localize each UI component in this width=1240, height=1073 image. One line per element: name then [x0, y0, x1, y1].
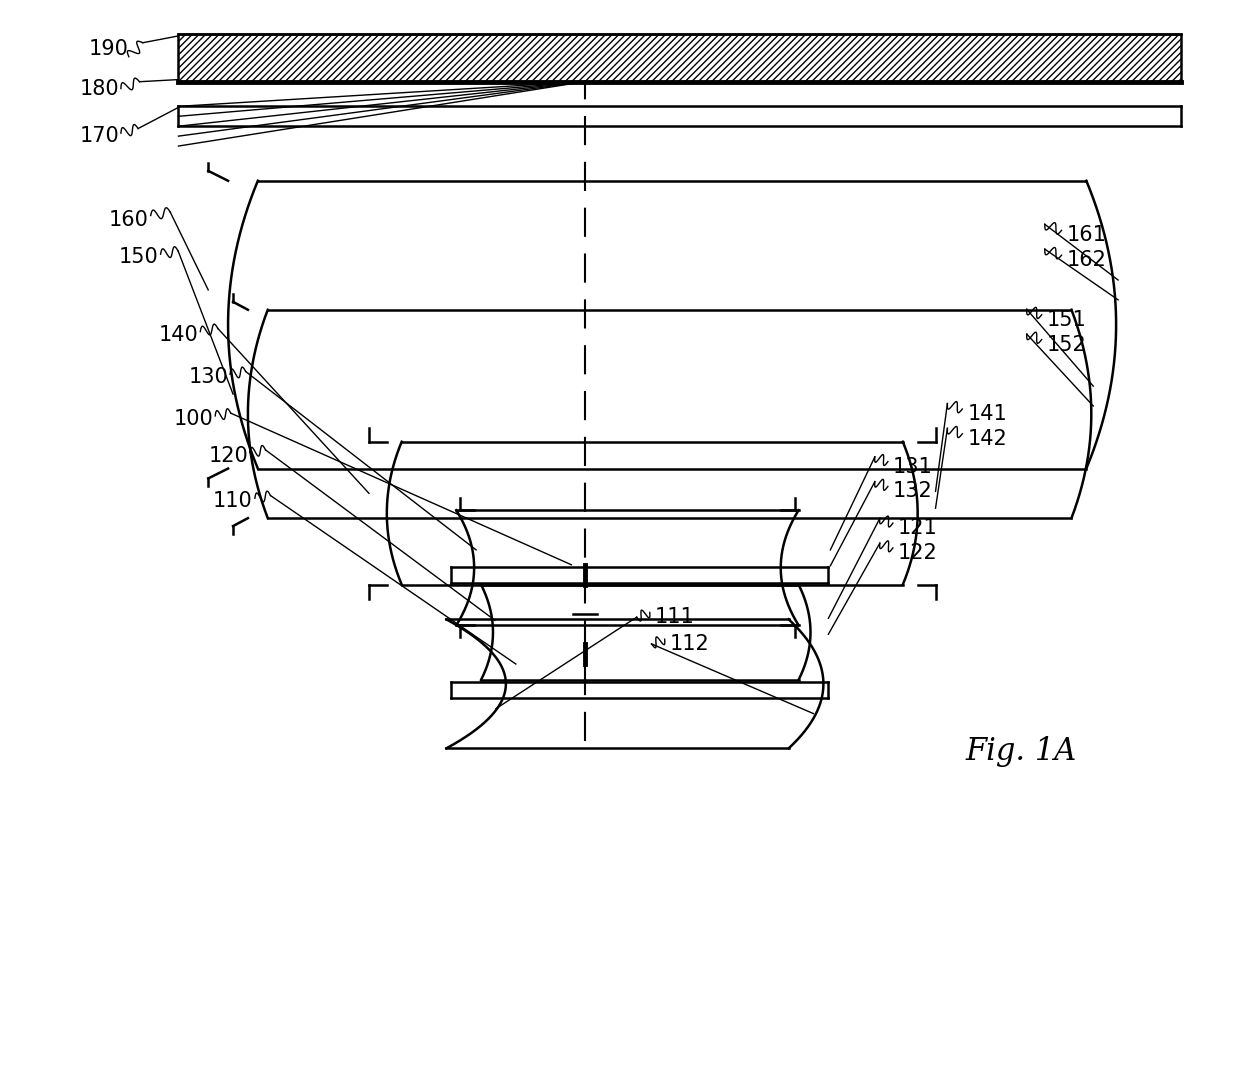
Text: 121: 121: [898, 518, 937, 538]
Text: 152: 152: [1047, 335, 1086, 354]
Text: 161: 161: [1066, 225, 1106, 246]
Text: 151: 151: [1047, 310, 1086, 329]
Text: 190: 190: [89, 39, 129, 59]
Text: Fig. 1A: Fig. 1A: [965, 736, 1076, 767]
Text: 112: 112: [670, 634, 709, 655]
Text: 130: 130: [188, 367, 228, 387]
Text: 132: 132: [893, 482, 932, 501]
Bar: [179, 34, 1180, 82]
Text: 160: 160: [109, 210, 149, 231]
Text: 140: 140: [159, 324, 198, 344]
Text: 141: 141: [967, 403, 1007, 424]
Text: 162: 162: [1066, 250, 1106, 270]
Text: 142: 142: [967, 429, 1007, 449]
Text: 180: 180: [79, 78, 119, 99]
Text: 131: 131: [893, 456, 932, 476]
Text: 110: 110: [213, 491, 253, 511]
Text: 150: 150: [119, 247, 159, 267]
Text: 170: 170: [79, 127, 119, 146]
Text: 111: 111: [655, 607, 694, 628]
Text: 122: 122: [898, 543, 937, 563]
Text: 120: 120: [208, 445, 248, 466]
Text: 100: 100: [174, 409, 213, 429]
